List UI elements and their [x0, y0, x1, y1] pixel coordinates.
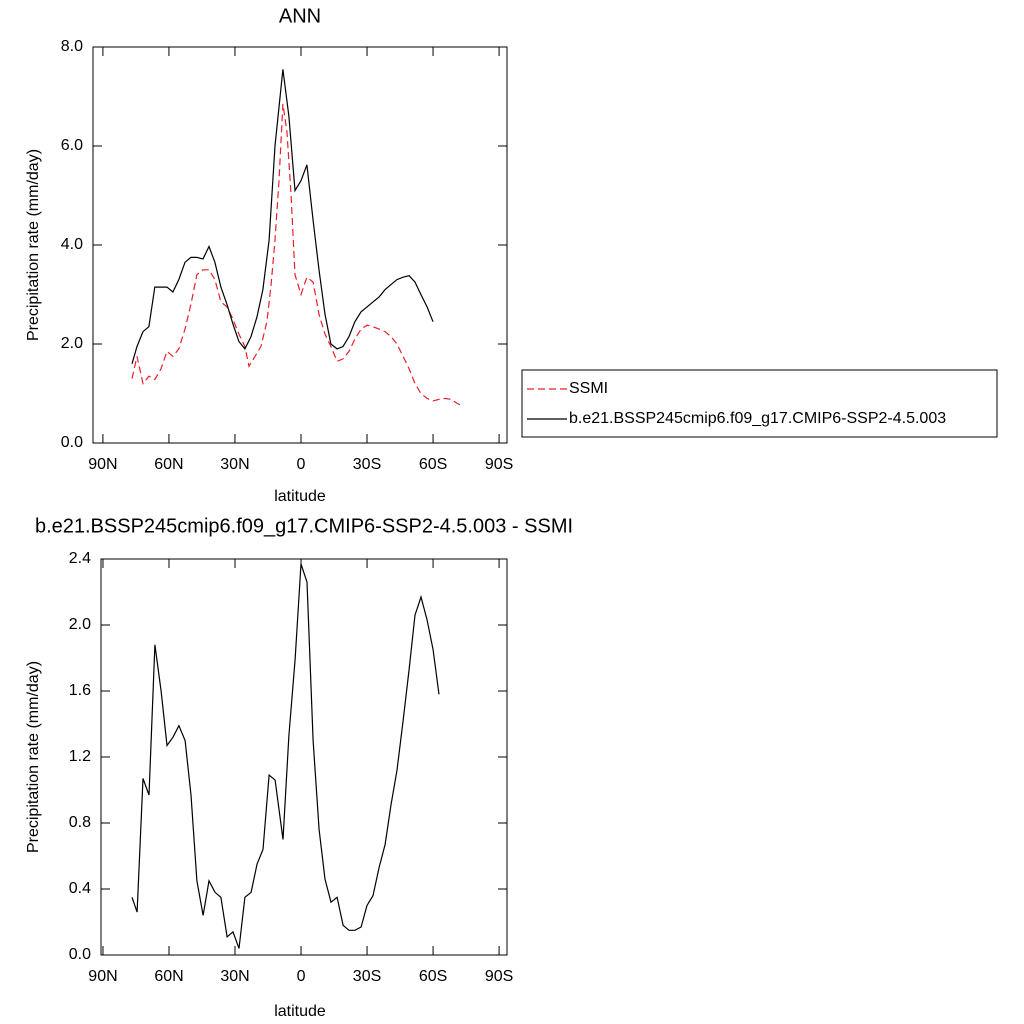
plot-frame	[100, 558, 508, 956]
legend-label: SSMI	[569, 380, 608, 397]
y-tick-label: 0.0	[61, 434, 83, 451]
y-tick-label: 1.2	[69, 748, 91, 765]
y-tick-label: 0.4	[69, 880, 91, 897]
panel: ANN latitude Precipitation rate (mm/day) 90…	[25, 5, 998, 505]
x-axis-label: latitude	[274, 1003, 326, 1020]
data-line	[131, 563, 440, 949]
y-tick-label: 0.0	[69, 946, 91, 963]
y-tick-label: 6.0	[61, 137, 83, 154]
x-tick-label: 30S	[353, 968, 381, 985]
x-tick-label: 90S	[485, 456, 513, 473]
x-tick-label: 30N	[220, 968, 249, 985]
y-tick-label: 2.0	[69, 616, 91, 633]
x-tick-label: 30S	[353, 456, 381, 473]
legend: SSMI b.e21.BSSP245cmip6.f09_g17.CMIP6-SSP…	[521, 369, 998, 438]
x-tick-label: 60N	[154, 456, 183, 473]
y-tick-label: 4.0	[61, 236, 83, 253]
x-tick-label: 90S	[485, 968, 513, 985]
y-tick-label: 8.0	[61, 38, 83, 55]
chart-title: ANN	[279, 5, 321, 27]
y-tick-label: 2.0	[61, 335, 83, 352]
x-tick-label: 60N	[154, 968, 183, 985]
plot-frame	[92, 46, 508, 444]
x-tick-label: 90N	[88, 456, 117, 473]
y-tick-label: 2.4	[69, 550, 91, 567]
x-tick-label: 60S	[419, 456, 447, 473]
data-line	[131, 103, 464, 407]
x-tick-label: 60S	[419, 968, 447, 985]
y-tick-label: 1.6	[69, 682, 91, 699]
x-tick-label: 30N	[220, 456, 249, 473]
legend-box	[521, 369, 998, 438]
legend-label: b.e21.BSSP245cmip6.f09_g17.CMIP6-SSP2-4.…	[569, 410, 946, 427]
y-axis-label: Precipitation rate (mm/day)	[25, 661, 42, 853]
y-axis-label: Precipitation rate (mm/day)	[25, 149, 42, 341]
x-tick-label: 0	[297, 456, 306, 473]
panel: b.e21.BSSP245cmip6.f09_g17.CMIP6-SSP2-4.…	[25, 515, 573, 1020]
chart-title: b.e21.BSSP245cmip6.f09_g17.CMIP6-SSP2-4.…	[35, 515, 573, 537]
x-tick-label: 0	[297, 968, 306, 985]
x-axis-label: latitude	[274, 488, 326, 505]
data-line	[131, 69, 434, 364]
y-tick-label: 0.8	[69, 814, 91, 831]
x-tick-label: 90N	[88, 968, 117, 985]
